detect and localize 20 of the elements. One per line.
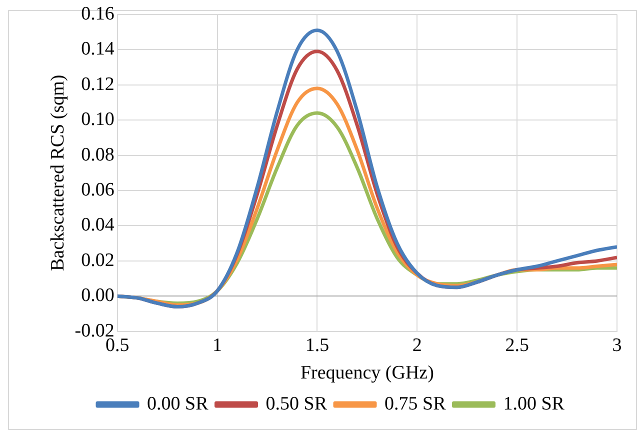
- y-tick-label: 0.10: [81, 109, 114, 130]
- y-axis-title: Backscattered RCS (sqm): [47, 74, 68, 272]
- x-tick-label: 2: [412, 334, 422, 356]
- x-tick-label: 1: [212, 334, 222, 356]
- legend-label: 1.00 SR: [503, 393, 565, 414]
- x-tick-label: 2.5: [505, 334, 529, 356]
- y-tick-label: 0.08: [81, 144, 114, 166]
- y-tick-label: 0.06: [81, 179, 114, 200]
- y-tick-label: 0.04: [81, 214, 115, 236]
- x-tick-label: 1.5: [305, 334, 330, 356]
- legend-label: 0.75 SR: [384, 393, 446, 414]
- y-tick-label: 0.00: [81, 285, 114, 306]
- y-tick-label: 0.16: [81, 3, 114, 24]
- y-tick-label: 0.02: [81, 250, 114, 271]
- x-tick-label: 3: [612, 334, 622, 356]
- legend-label: 0.00 SR: [147, 393, 209, 414]
- y-tick-label: 0.12: [81, 74, 114, 95]
- x-axis-title: Frequency (GHz): [300, 362, 434, 384]
- legend-label: 0.50 SR: [266, 393, 328, 414]
- y-tick-label: 0.14: [81, 38, 115, 60]
